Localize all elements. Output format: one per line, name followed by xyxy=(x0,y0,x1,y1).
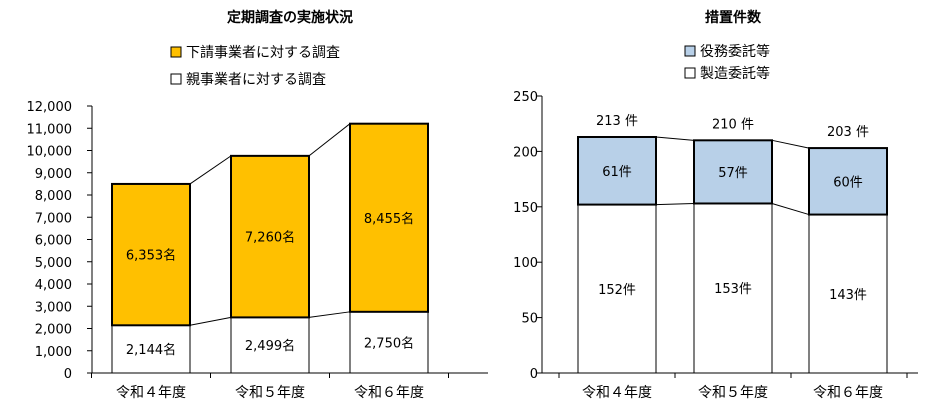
survey-y-tick-label: 12,000 xyxy=(27,100,73,115)
measures-bar-segment xyxy=(577,204,657,374)
measures-y-tick-label: 0 xyxy=(530,367,538,382)
survey-y-tick-label: 4,000 xyxy=(35,278,72,293)
survey-connector-top xyxy=(308,123,351,157)
measures-y-tick-label: 150 xyxy=(513,201,538,216)
survey-y-tick-label: 3,000 xyxy=(35,300,72,315)
measures-bar-label: 61件 xyxy=(602,165,632,180)
survey-y-tick-label: 8,000 xyxy=(35,189,72,204)
measures-y-tick-label: 100 xyxy=(513,256,538,271)
measures-legend-swatch xyxy=(684,67,696,79)
survey-y-tick-label: 7,000 xyxy=(35,211,72,226)
measures-bar-segment xyxy=(808,214,888,374)
survey-y-tick-label: 0 xyxy=(64,367,72,382)
measures-bar-label: 152件 xyxy=(598,283,636,298)
survey-category-label: 令和４年度 xyxy=(116,385,186,401)
survey-y-tick-label: 11,000 xyxy=(27,122,73,137)
survey-category-label: 令和６年度 xyxy=(354,385,424,401)
measures-total-label: 213 件 xyxy=(596,114,638,129)
measures-category-label: 令和４年度 xyxy=(582,385,652,401)
measures-bar-segment xyxy=(577,135,657,206)
survey-bar-segment xyxy=(349,122,429,313)
measures-bar-segment xyxy=(693,202,773,374)
survey-connector-top xyxy=(189,155,232,185)
survey-bar-label: 2,750名 xyxy=(364,335,414,351)
survey-connector-mid xyxy=(189,316,232,326)
measures-y-tick-label: 200 xyxy=(513,145,538,160)
survey-bar-segment xyxy=(349,311,429,374)
survey-bar-segment xyxy=(230,154,310,319)
measures-connector-mid xyxy=(771,202,810,216)
survey-y-tick-label: 2,000 xyxy=(35,323,72,338)
survey-bar-segment xyxy=(230,316,310,374)
measures-legend-label: 製造委託等 xyxy=(700,65,770,82)
measures-bar-segment xyxy=(693,139,773,205)
survey-bar-label: 2,144名 xyxy=(126,342,176,358)
survey-y-tick-label: 6,000 xyxy=(35,234,72,249)
measures-category-label: 令和６年度 xyxy=(813,385,883,401)
survey-legend-swatch xyxy=(170,46,182,58)
survey-bar-label: 6,353名 xyxy=(126,248,176,264)
measures-bar-label: 57件 xyxy=(718,166,748,181)
measures-legend-label: 役務委託等 xyxy=(700,43,770,60)
survey-legend-label: 下請事業者に対する調査 xyxy=(186,45,340,61)
measures-chart-title: 措置件数 xyxy=(705,9,762,26)
survey-chart-title: 定期調査の実施状況 xyxy=(227,9,353,26)
survey-legend-swatch xyxy=(170,73,182,85)
measures-bar-segment xyxy=(808,147,888,216)
survey-connector-mid xyxy=(308,311,351,318)
measures-y-tick-label: 250 xyxy=(513,90,538,105)
measures-total-label: 210 件 xyxy=(712,117,754,132)
measures-bar-label: 143件 xyxy=(829,288,867,303)
measures-y-tick-label: 50 xyxy=(521,312,538,327)
survey-y-tick-label: 5,000 xyxy=(35,256,72,271)
measures-connector-mid xyxy=(655,202,695,206)
survey-bar-label: 8,455名 xyxy=(364,211,414,227)
survey-legend-label: 親事業者に対する調査 xyxy=(186,72,326,88)
survey-bar-label: 7,260名 xyxy=(245,230,295,246)
survey-y-tick-label: 10,000 xyxy=(27,145,73,160)
measures-category-label: 令和５年度 xyxy=(698,385,768,401)
measures-total-label: 203 件 xyxy=(827,125,869,140)
measures-legend-swatch xyxy=(684,45,696,57)
survey-y-tick-label: 9,000 xyxy=(35,167,72,182)
measures-bar-label: 60件 xyxy=(833,175,863,190)
survey-bar-segment xyxy=(111,182,191,327)
survey-category-label: 令和５年度 xyxy=(235,385,305,401)
survey-bar-label: 2,499名 xyxy=(245,338,295,354)
survey-y-tick-label: 1,000 xyxy=(35,345,72,360)
measures-connector-top xyxy=(655,136,695,141)
measures-connector-top xyxy=(771,139,810,149)
measures-bar-label: 153件 xyxy=(714,282,752,297)
